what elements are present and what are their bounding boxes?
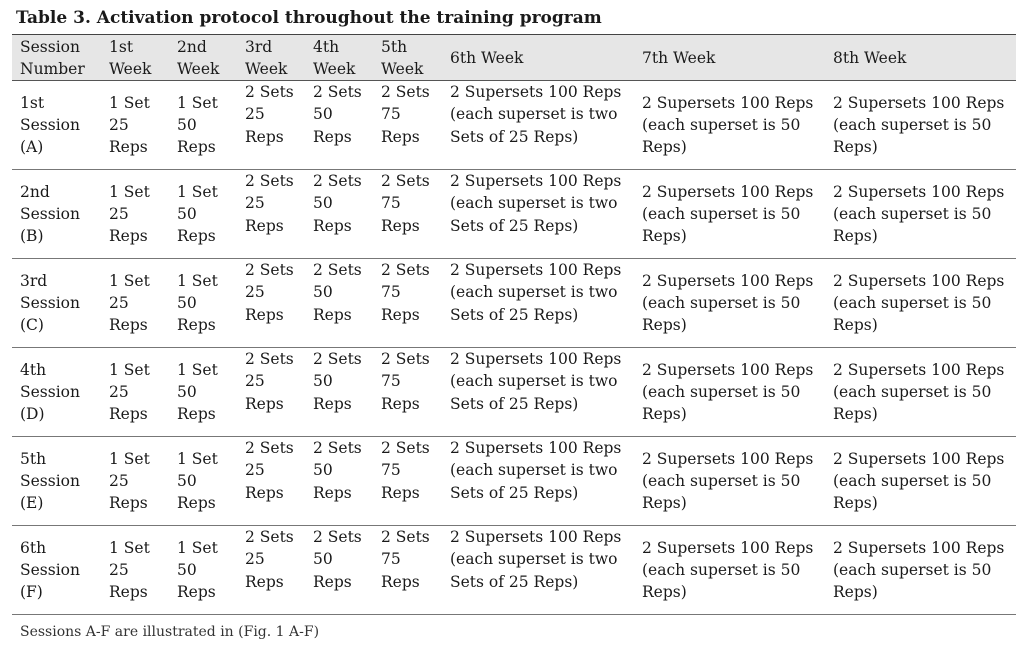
- table-row: 2nd Session (B) 1 Set 25 Reps 1 Set 50 R…: [12, 170, 1016, 259]
- table-cell: 2 Supersets 100 Reps (each superset is 5…: [833, 539, 1005, 601]
- table-row: 1st Session (A) 1 Set 25 Reps 1 Set 50 R…: [12, 81, 1016, 170]
- table-cell: 2 Supersets 100 Reps (each superset is t…: [450, 83, 622, 146]
- table-cell: 2 Sets 25 Reps: [245, 528, 294, 591]
- table-cell: 2 Supersets 100 Reps (each superset is t…: [450, 528, 622, 591]
- table-cell: 1 Set 25 Reps: [109, 450, 150, 512]
- table-cell: 2 Supersets 100 Reps (each superset is t…: [450, 261, 622, 324]
- table-cell: 2 Sets 75 Reps: [381, 528, 430, 591]
- session-cell: 1st Session (A): [20, 94, 80, 156]
- table-cell: 2 Sets 25 Reps: [245, 172, 294, 235]
- table-cell: 2 Supersets 100 Reps (each superset is 5…: [833, 183, 1005, 245]
- header-week-4: 4th Week: [313, 38, 356, 78]
- table-cell: 2 Supersets 100 Reps (each superset is 5…: [642, 94, 814, 156]
- table-cell: 2 Sets 25 Reps: [245, 439, 294, 502]
- table-cell: 2 Sets 25 Reps: [245, 83, 294, 146]
- table-title: Table 3. Activation protocol throughout …: [16, 8, 602, 28]
- activation-protocol-table: Session Number 1st Week 2nd Week 3rd Wee…: [12, 34, 1016, 615]
- table-cell: 1 Set 50 Reps: [177, 539, 218, 601]
- table-cell: 1 Set 50 Reps: [177, 361, 218, 423]
- table-cell: 2 Sets 75 Reps: [381, 261, 430, 324]
- header-session-number: Session Number: [20, 38, 85, 78]
- table-cell: 1 Set 50 Reps: [177, 183, 218, 245]
- header-week-1: 1st Week: [109, 38, 152, 78]
- table-cell: 2 Sets 75 Reps: [381, 439, 430, 502]
- header-week-8: 8th Week: [833, 49, 907, 67]
- table-cell: 2 Supersets 100 Reps (each superset is t…: [450, 439, 622, 502]
- header-week-3: 3rd Week: [245, 38, 288, 78]
- header-week-6: 6th Week: [450, 49, 524, 67]
- session-cell: 5th Session (E): [20, 450, 80, 512]
- table-cell: 2 Sets 50 Reps: [313, 83, 362, 146]
- header-week-5: 5th Week: [381, 38, 424, 78]
- table-cell: 2 Supersets 100 Reps (each superset is 5…: [642, 539, 814, 601]
- table-cell: 2 Supersets 100 Reps (each superset is 5…: [642, 361, 814, 423]
- table-cell: 2 Sets 25 Reps: [245, 261, 294, 324]
- table-cell: 2 Supersets 100 Reps (each superset is 5…: [642, 450, 814, 512]
- table-cell: 1 Set 50 Reps: [177, 272, 218, 334]
- table-cell: 1 Set 50 Reps: [177, 450, 218, 512]
- table-cell: 2 Supersets 100 Reps (each superset is 5…: [642, 272, 814, 334]
- table-cell: 1 Set 25 Reps: [109, 272, 150, 334]
- table-cell: 1 Set 25 Reps: [109, 94, 150, 156]
- table-footnote: Sessions A-F are illustrated in (Fig. 1 …: [20, 624, 320, 640]
- table-cell: 2 Sets 75 Reps: [381, 172, 430, 235]
- header-row: Session Number 1st Week 2nd Week 3rd Wee…: [12, 34, 1016, 81]
- table-cell: 2 Sets 75 Reps: [381, 83, 430, 146]
- table-row: 6th Session (F) 1 Set 25 Reps 1 Set 50 R…: [12, 526, 1016, 615]
- table-cell: 1 Set 25 Reps: [109, 361, 150, 423]
- table-cell: 2 Supersets 100 Reps (each superset is 5…: [833, 94, 1005, 156]
- table-cell: 2 Sets 50 Reps: [313, 439, 362, 502]
- table-cell: 1 Set 25 Reps: [109, 183, 150, 245]
- header-week-7: 7th Week: [642, 49, 716, 67]
- table-cell: 2 Supersets 100 Reps (each superset is 5…: [833, 361, 1005, 423]
- session-cell: 4th Session (D): [20, 361, 80, 423]
- table-cell: 2 Sets 75 Reps: [381, 350, 430, 413]
- table-row: 4th Session (D) 1 Set 25 Reps 1 Set 50 R…: [12, 348, 1016, 437]
- table-cell: 2 Sets 50 Reps: [313, 172, 362, 235]
- table-row: 3rd Session (C) 1 Set 25 Reps 1 Set 50 R…: [12, 259, 1016, 348]
- table-cell: 2 Supersets 100 Reps (each superset is 5…: [833, 272, 1005, 334]
- table-cell: 2 Sets 50 Reps: [313, 350, 362, 413]
- table-cell: 2 Sets 50 Reps: [313, 261, 362, 324]
- session-cell: 2nd Session (B): [20, 183, 80, 245]
- table-cell: 2 Supersets 100 Reps (each superset is t…: [450, 172, 622, 235]
- table-cell: 2 Sets 50 Reps: [313, 528, 362, 591]
- table-cell: 2 Sets 25 Reps: [245, 350, 294, 413]
- table-cell: 1 Set 50 Reps: [177, 94, 218, 156]
- header-week-2: 2nd Week: [177, 38, 220, 78]
- table-row: 5th Session (E) 1 Set 25 Reps 1 Set 50 R…: [12, 437, 1016, 526]
- session-cell: 3rd Session (C): [20, 272, 80, 334]
- table-cell: 2 Supersets 100 Reps (each superset is t…: [450, 350, 622, 413]
- session-cell: 6th Session (F): [20, 539, 80, 601]
- table-cell: 1 Set 25 Reps: [109, 539, 150, 601]
- table-cell: 2 Supersets 100 Reps (each superset is 5…: [642, 183, 814, 245]
- table-cell: 2 Supersets 100 Reps (each superset is 5…: [833, 450, 1005, 512]
